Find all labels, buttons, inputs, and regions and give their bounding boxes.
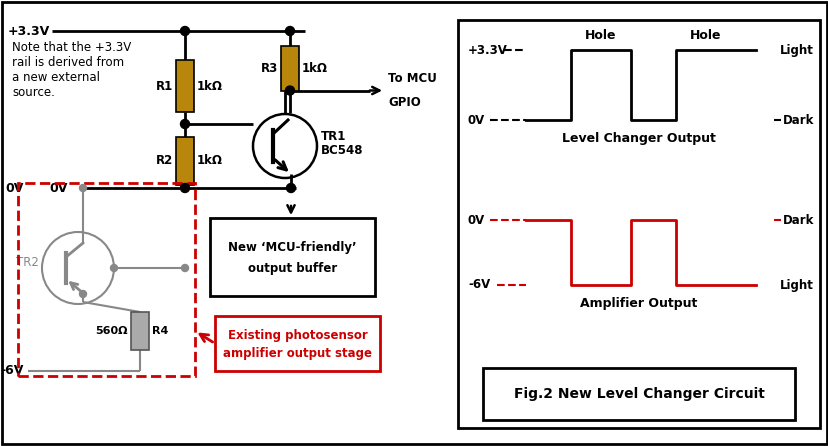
Circle shape xyxy=(181,264,188,272)
Text: R3: R3 xyxy=(261,62,277,74)
Text: Light: Light xyxy=(779,278,813,292)
Circle shape xyxy=(285,86,294,95)
Text: R2: R2 xyxy=(156,154,173,168)
Circle shape xyxy=(110,264,118,272)
Text: Dark: Dark xyxy=(782,113,813,127)
Text: Dark: Dark xyxy=(782,214,813,227)
Text: Amplifier Output: Amplifier Output xyxy=(580,297,697,310)
Text: 1kΩ: 1kΩ xyxy=(197,79,223,92)
Text: amplifier output stage: amplifier output stage xyxy=(223,347,372,360)
Text: Existing photosensor: Existing photosensor xyxy=(228,329,367,342)
Text: -6V: -6V xyxy=(1,364,24,377)
Circle shape xyxy=(79,290,86,297)
Text: Level Changer Output: Level Changer Output xyxy=(561,132,715,145)
Text: 0V: 0V xyxy=(468,214,484,227)
Text: 1kΩ: 1kΩ xyxy=(301,62,328,74)
Bar xyxy=(176,60,194,112)
Text: TR1: TR1 xyxy=(320,129,346,143)
Text: +3.3V: +3.3V xyxy=(468,44,508,57)
Bar xyxy=(18,183,195,376)
Text: -6V: -6V xyxy=(468,278,489,292)
Text: 0V: 0V xyxy=(50,182,68,194)
Text: Light: Light xyxy=(779,44,813,57)
Text: BC548: BC548 xyxy=(320,144,363,157)
Text: 1kΩ: 1kΩ xyxy=(197,154,223,168)
Text: Fig.2 New Level Changer Circuit: Fig.2 New Level Changer Circuit xyxy=(513,387,763,401)
Text: Hole: Hole xyxy=(585,29,616,42)
Text: TR2: TR2 xyxy=(16,256,39,269)
Text: output buffer: output buffer xyxy=(248,262,337,275)
Circle shape xyxy=(181,120,190,128)
Text: To MCU: To MCU xyxy=(388,73,436,86)
Bar xyxy=(483,368,794,420)
Text: Hole: Hole xyxy=(690,29,721,42)
Circle shape xyxy=(285,26,294,36)
Bar xyxy=(131,312,149,350)
Bar xyxy=(209,218,374,296)
Bar xyxy=(214,316,379,371)
Circle shape xyxy=(286,183,295,193)
Bar xyxy=(281,45,299,91)
Circle shape xyxy=(181,26,190,36)
Text: 560Ω: 560Ω xyxy=(95,326,128,336)
Text: Note that the +3.3V
rail is derived from
a new external
source.: Note that the +3.3V rail is derived from… xyxy=(12,41,131,99)
Bar xyxy=(457,20,819,428)
Text: R1: R1 xyxy=(156,79,173,92)
Text: GPIO: GPIO xyxy=(388,96,421,110)
Circle shape xyxy=(181,183,190,193)
Text: +3.3V: +3.3V xyxy=(8,25,51,37)
Text: New ‘MCU-friendly’: New ‘MCU-friendly’ xyxy=(228,241,356,254)
Bar xyxy=(176,137,194,185)
Text: R4: R4 xyxy=(152,326,168,336)
Text: 0V: 0V xyxy=(6,182,24,194)
Circle shape xyxy=(79,185,86,191)
Text: 0V: 0V xyxy=(468,113,484,127)
